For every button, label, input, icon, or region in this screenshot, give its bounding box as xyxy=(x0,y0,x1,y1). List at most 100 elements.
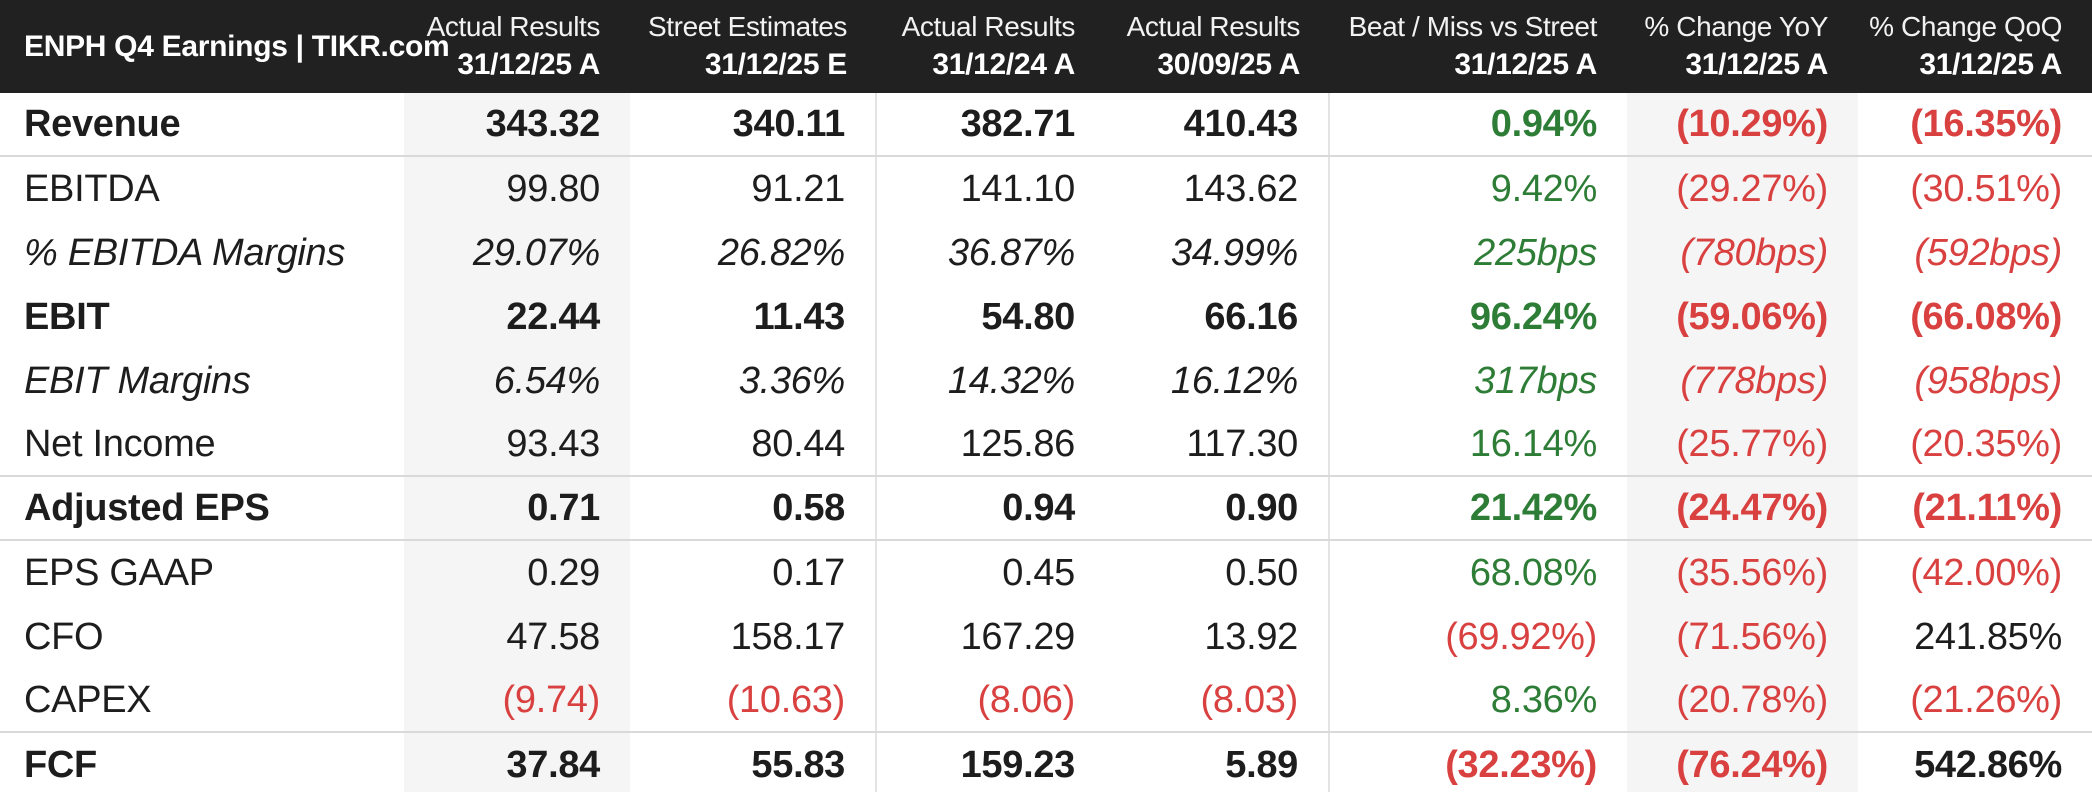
value-cell: 117.30 xyxy=(1105,413,1330,475)
metric-label: EBIT Margins xyxy=(24,359,251,402)
table-row: CAPEX (9.74) (10.63) (8.06) (8.03) 8.36% (20.7… xyxy=(0,669,2092,733)
value-cell: (10.29%) xyxy=(1627,93,1858,155)
value-cell: 125.86 xyxy=(960,422,1076,465)
column-header-period: 30/09/25 A xyxy=(1157,48,1300,82)
column-header-label: Street Estimates xyxy=(647,10,847,42)
value-cell: (76.24%) xyxy=(1627,733,1858,792)
value-cell: 34.99% xyxy=(1105,221,1330,285)
column-header-label: % Change YoY xyxy=(1644,10,1828,42)
column-header-period: 31/12/24 A xyxy=(932,48,1075,82)
metric-label: Adjusted EPS xyxy=(24,486,270,529)
column-header-period: 31/12/25 E xyxy=(704,48,847,82)
column-header-label: Actual Results xyxy=(1126,10,1301,42)
value-cell: (9.74) xyxy=(404,669,630,731)
metric-label: Revenue xyxy=(24,102,181,145)
value-cell: (30.51%) xyxy=(1910,167,2062,210)
value-cell: 0.45 xyxy=(1002,551,1075,594)
metric-label: EPS GAAP xyxy=(24,551,214,594)
value-cell: 37.84 xyxy=(404,733,630,792)
column-header-7: % Change QoQ 31/12/25 A xyxy=(1858,0,2092,93)
value-cell: 13.92 xyxy=(1105,605,1330,669)
value-cell: 0.90 xyxy=(1105,477,1330,539)
column-header-period: 31/12/25 A xyxy=(1454,48,1597,82)
value-cell: (8.06) xyxy=(977,678,1076,721)
table-row: EBITDA 99.80 91.21 141.10 143.62 9.42% (29.27%… xyxy=(0,157,2092,221)
metric-label: EBITDA xyxy=(24,167,160,210)
table-row: Revenue 343.32 340.11 382.71 410.43 0.94% (10.… xyxy=(0,93,2092,157)
value-cell: (20.35%) xyxy=(1910,422,2062,465)
value-cell: (32.23%) xyxy=(1445,743,1597,786)
column-header-period: 31/12/25 A xyxy=(1919,48,2062,82)
value-cell: 3.36% xyxy=(630,349,877,413)
value-cell: 99.80 xyxy=(404,157,630,221)
column-header-period: 31/12/25 A xyxy=(457,48,600,82)
value-cell: 410.43 xyxy=(1105,93,1330,155)
table-header: ENPH Q4 Earnings | TIKR.com Actual Resul… xyxy=(0,0,2092,93)
column-header-4: Actual Results 30/09/25 A xyxy=(1105,0,1330,93)
column-header-6: % Change YoY 31/12/25 A xyxy=(1627,0,1858,93)
column-header-period: 31/12/25 A xyxy=(1685,48,1828,82)
value-cell: 91.21 xyxy=(630,157,877,221)
table-row: EPS GAAP 0.29 0.17 0.45 0.50 68.08% (35.56%) (4… xyxy=(0,541,2092,605)
value-cell: 225bps xyxy=(1474,231,1597,274)
value-cell: 0.58 xyxy=(630,477,877,539)
value-cell: 317bps xyxy=(1474,359,1597,402)
value-cell: 158.17 xyxy=(630,605,877,669)
value-cell: (778bps) xyxy=(1627,349,1858,413)
column-header-2: Street Estimates 31/12/25 E xyxy=(630,0,877,93)
value-cell: 6.54% xyxy=(404,349,630,413)
value-cell: (958bps) xyxy=(1914,359,2062,402)
value-cell: 21.42% xyxy=(1469,486,1597,529)
column-header-5: Beat / Miss vs Street 31/12/25 A xyxy=(1330,0,1627,93)
value-cell: (780bps) xyxy=(1627,221,1858,285)
value-cell: 55.83 xyxy=(630,733,877,792)
table-row: EBIT Margins 6.54% 3.36% 14.32% 16.12% 317bps… xyxy=(0,349,2092,413)
value-cell: (21.11%) xyxy=(1912,486,2062,529)
value-cell: 0.94% xyxy=(1490,102,1598,145)
value-cell: 8.36% xyxy=(1490,678,1598,721)
value-cell: 22.44 xyxy=(404,285,630,349)
value-cell: (16.35%) xyxy=(1910,102,2062,145)
table-row: % EBITDA Margins 29.07% 26.82% 36.87% 34.99%… xyxy=(0,221,2092,285)
value-cell: (20.78%) xyxy=(1627,669,1858,731)
value-cell: (592bps) xyxy=(1914,231,2062,274)
value-cell: (29.27%) xyxy=(1627,157,1858,221)
table-row: FCF 37.84 55.83 159.23 5.89 (32.23%) (76.24%) 5… xyxy=(0,733,2092,792)
value-cell: 0.71 xyxy=(404,477,630,539)
value-cell: 14.32% xyxy=(947,359,1075,402)
value-cell: (24.47%) xyxy=(1627,477,1858,539)
value-cell: 159.23 xyxy=(960,743,1076,786)
value-cell: 542.86% xyxy=(1914,743,2062,786)
metric-label: CAPEX xyxy=(24,678,152,721)
value-cell: 16.12% xyxy=(1105,349,1330,413)
value-cell: 141.10 xyxy=(960,167,1076,210)
table-row: Net Income 93.43 80.44 125.86 117.30 16.14% (2… xyxy=(0,413,2092,477)
value-cell: 96.24% xyxy=(1469,295,1597,338)
value-cell: 68.08% xyxy=(1469,551,1597,594)
value-cell: 9.42% xyxy=(1490,167,1598,210)
value-cell: 26.82% xyxy=(630,221,877,285)
value-cell: 0.94 xyxy=(1002,486,1075,529)
column-header-label: Actual Results xyxy=(426,10,601,42)
value-cell: 54.80 xyxy=(981,295,1075,338)
table-row: EBIT 22.44 11.43 54.80 66.16 96.24% (59.06%) (6… xyxy=(0,285,2092,349)
value-cell: 382.71 xyxy=(960,102,1076,145)
value-cell: 241.85% xyxy=(1914,615,2062,658)
value-cell: (35.56%) xyxy=(1627,541,1858,605)
value-cell: (59.06%) xyxy=(1627,285,1858,349)
value-cell: (10.63) xyxy=(630,669,877,731)
column-header-1: Actual Results 31/12/25 A xyxy=(404,0,630,93)
column-header-label: Beat / Miss vs Street xyxy=(1348,10,1598,42)
value-cell: 340.11 xyxy=(630,93,877,155)
value-cell: (42.00%) xyxy=(1910,551,2062,594)
value-cell: 66.16 xyxy=(1105,285,1330,349)
value-cell: (21.26%) xyxy=(1910,678,2062,721)
value-cell: 93.43 xyxy=(404,413,630,475)
value-cell: 0.29 xyxy=(404,541,630,605)
value-cell: (69.92%) xyxy=(1445,615,1597,658)
value-cell: 11.43 xyxy=(630,285,877,349)
value-cell: 143.62 xyxy=(1105,157,1330,221)
value-cell: 29.07% xyxy=(404,221,630,285)
value-cell: 36.87% xyxy=(947,231,1075,274)
value-cell: (8.03) xyxy=(1105,669,1330,731)
